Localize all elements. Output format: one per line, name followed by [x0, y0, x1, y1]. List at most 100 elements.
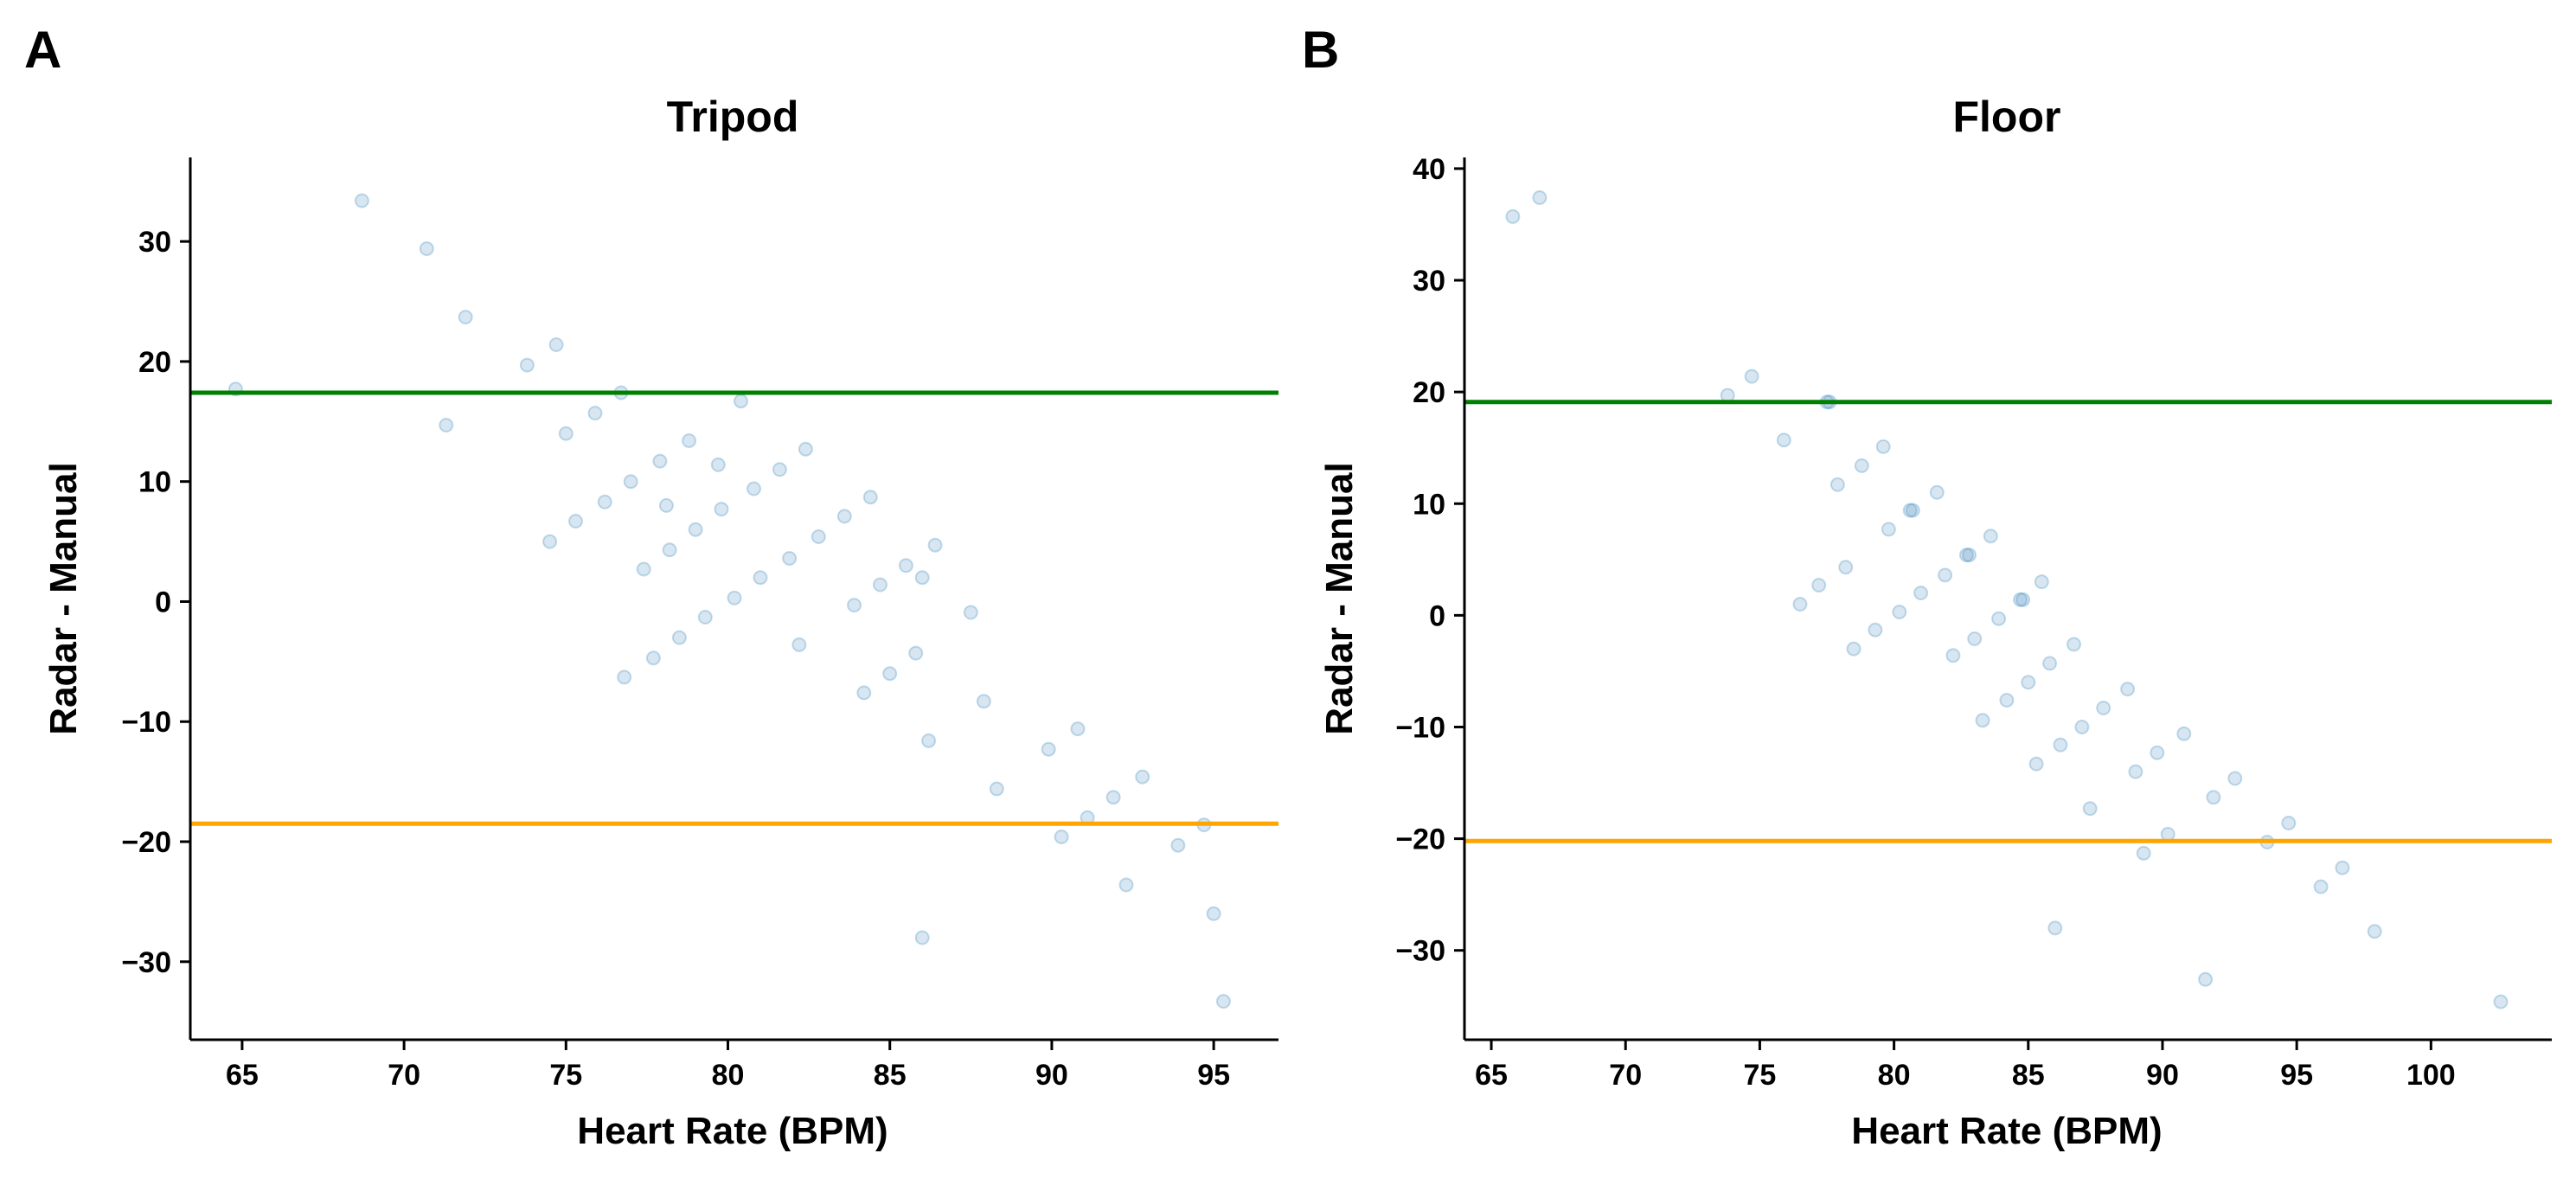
data-point-tripod-4 [439, 418, 454, 433]
x-tick-label-floor-75: 75 [1743, 1059, 1776, 1092]
data-point-tripod-15 [623, 474, 638, 490]
data-point-floor-53 [2281, 816, 2297, 830]
data-point-tripod-25 [710, 457, 726, 472]
data-point-floor-50 [2206, 790, 2221, 805]
y-tick-label-floor--30: −30 [1395, 935, 1445, 968]
data-point-floor-45 [2136, 845, 2151, 861]
x-axis-label-tripod: Heart Rate (BPM) [577, 1110, 888, 1152]
data-point-floor-23 [1945, 648, 1961, 663]
data-point-tripod-29 [747, 481, 761, 497]
data-point-floor-27 [1975, 713, 1990, 728]
data-point-floor-20 [1913, 586, 1929, 600]
data-point-floor-15 [1875, 439, 1891, 454]
data-point-tripod-23 [688, 522, 703, 537]
data-point-floor-37 [2047, 920, 2063, 936]
y-tick-label-floor-40: 40 [1413, 153, 1445, 186]
data-point-tripod-61 [1215, 994, 1231, 1009]
y-tick-label-tripod--20: −20 [121, 826, 171, 859]
data-point-floor-6 [1792, 597, 1808, 612]
data-point-floor-38 [2053, 737, 2068, 753]
data-point-floor-29 [1991, 611, 2007, 626]
x-tick-label-tripod-90: 90 [1035, 1059, 1068, 1092]
data-point-floor-10 [1829, 477, 1845, 492]
data-point-floor-55 [2335, 860, 2350, 875]
data-point-tripod-45 [914, 570, 930, 586]
data-point-tripod-20 [662, 542, 677, 558]
data-point-floor-35 [2034, 574, 2049, 590]
x-tick-label-tripod-80: 80 [712, 1059, 745, 1092]
data-point-floor-25 [1962, 548, 1977, 563]
data-point-tripod-48 [963, 605, 978, 620]
data-point-tripod-46 [921, 733, 937, 748]
x-tick-label-floor-95: 95 [2280, 1059, 2313, 1092]
data-point-floor-48 [2176, 726, 2192, 741]
data-point-floor-32 [2015, 592, 2031, 607]
panel-letter-b: B [1302, 21, 1339, 79]
y-tick-label-tripod-10: 10 [138, 466, 171, 499]
data-point-floor-51 [2227, 771, 2243, 786]
data-point-tripod-53 [1070, 721, 1086, 737]
y-tick-label-tripod--10: −10 [121, 706, 171, 739]
data-point-tripod-60 [1206, 906, 1221, 921]
data-point-floor-26 [1967, 631, 1983, 646]
data-point-tripod-17 [645, 650, 661, 666]
data-point-floor-47 [2160, 826, 2176, 842]
y-axis-label-floor: Radar - Manual [1318, 462, 1361, 734]
x-tick-label-floor-65: 65 [1475, 1059, 1508, 1092]
data-point-tripod-36 [836, 509, 852, 524]
data-point-floor-11 [1838, 560, 1854, 575]
x-tick-label-floor-85: 85 [2012, 1059, 2045, 1092]
data-point-tripod-58 [1170, 837, 1186, 853]
data-point-tripod-50 [989, 781, 1004, 797]
y-tick-label-floor--20: −20 [1395, 823, 1445, 856]
chart-title-floor: Floor [1953, 93, 2061, 141]
data-point-floor-3 [1720, 388, 1735, 403]
data-point-floor-2 [1532, 190, 1548, 205]
data-point-tripod-5 [458, 310, 473, 325]
data-point-tripod-47 [927, 537, 943, 553]
data-point-floor-28 [1983, 529, 1998, 544]
y-tick-label-floor-0: 0 [1429, 599, 1445, 632]
y-tick-label-floor-10: 10 [1413, 488, 1445, 521]
data-point-tripod-16 [636, 561, 651, 577]
data-point-tripod-44 [914, 930, 930, 945]
data-point-tripod-6 [519, 357, 535, 373]
data-point-floor-5 [1776, 433, 1791, 448]
data-point-tripod-26 [714, 502, 729, 517]
data-point-tripod-2 [354, 193, 369, 208]
data-point-floor-24 [1958, 548, 1974, 563]
data-point-floor-49 [2198, 971, 2214, 987]
data-point-tripod-57 [1135, 769, 1150, 785]
data-point-tripod-10 [568, 514, 583, 529]
chart-title-tripod: Tripod [667, 93, 799, 141]
y-tick-label-tripod-20: 20 [138, 346, 171, 379]
data-point-tripod-39 [862, 490, 878, 505]
data-point-tripod-28 [734, 394, 748, 409]
data-point-floor-30 [1999, 693, 2015, 708]
data-point-tripod-35 [811, 529, 826, 544]
data-point-tripod-56 [1118, 877, 1134, 893]
data-point-floor-46 [2150, 745, 2165, 760]
data-point-tripod-24 [697, 610, 713, 625]
data-point-tripod-9 [558, 426, 574, 441]
data-point-floor-41 [2082, 801, 2098, 817]
y-tick-label-tripod-30: 30 [138, 226, 171, 259]
x-tick-label-floor-100: 100 [2406, 1059, 2456, 1092]
panel-floor: B Floor Heart Rate (BPM) Radar - Manual … [1302, 21, 2552, 1152]
data-point-floor-13 [1854, 458, 1869, 473]
data-point-tripod-12 [597, 494, 612, 509]
data-point-tripod-8 [548, 337, 564, 352]
data-point-tripod-18 [652, 453, 668, 469]
data-point-tripod-55 [1105, 790, 1121, 805]
data-point-floor-4 [1744, 368, 1759, 384]
panel-tripod: A Tripod Heart Rate (BPM) Radar - Manual… [24, 21, 1278, 1152]
data-point-floor-14 [1868, 622, 1883, 638]
plot-area-floor: 65 70 75 80 85 90 95 100 −30 −20 −10 0 10 20 30 40 [1395, 153, 2552, 1092]
x-tick-label-tripod-65: 65 [226, 1059, 259, 1092]
data-point-tripod-40 [873, 577, 888, 593]
data-point-tripod-41 [882, 666, 898, 682]
data-point-tripod-27 [727, 590, 742, 606]
data-point-floor-42 [2096, 701, 2111, 715]
data-point-floor-18 [1902, 503, 1918, 518]
